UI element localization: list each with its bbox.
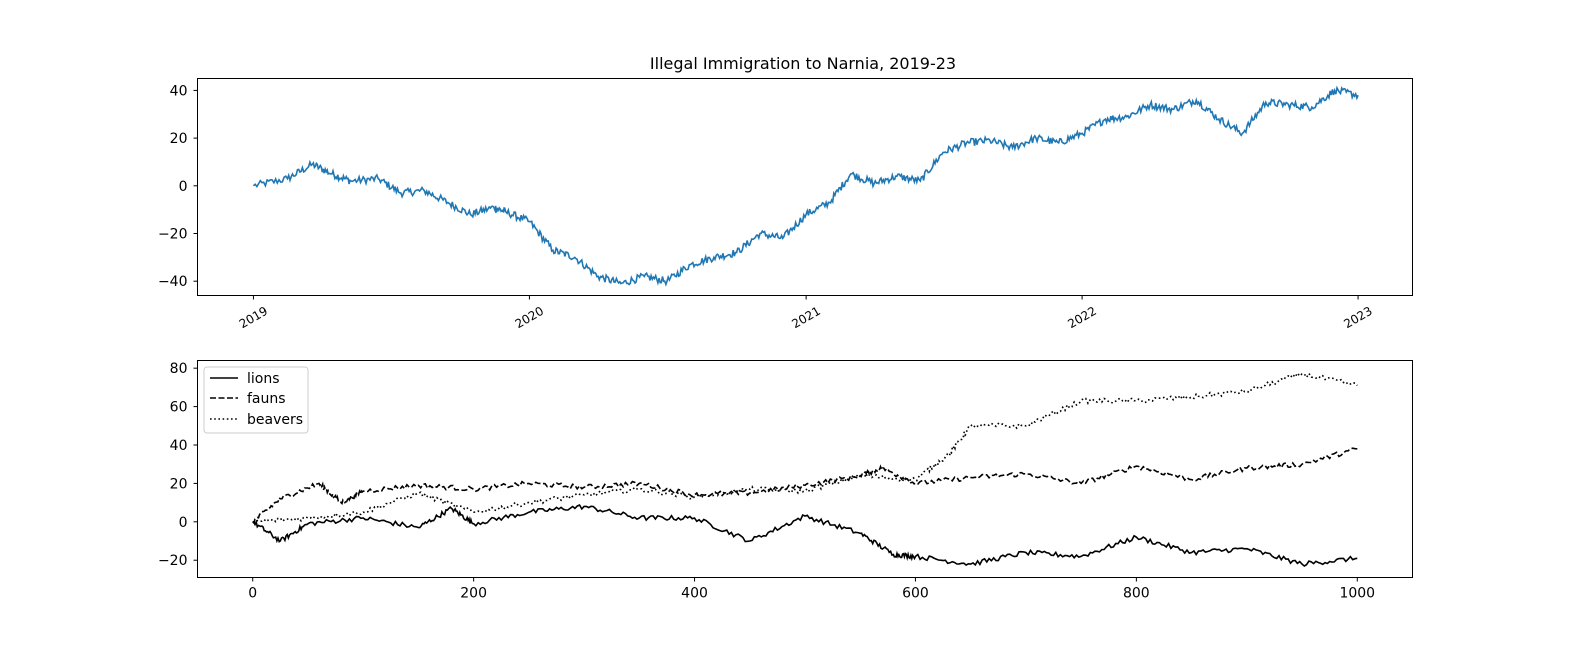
bottom-chart-legend: lions fauns beavers [203, 366, 309, 434]
top-x-tick-label: 2022 [1065, 304, 1098, 331]
bottom-y-tick-label: 80 [170, 361, 188, 377]
series-line-lions [252, 503, 1358, 567]
bottom-x-tick-label: 1000 [1339, 586, 1375, 602]
top-x-tick-label: 2023 [1341, 304, 1374, 331]
legend-label-beavers: beavers [247, 412, 303, 428]
top-y-tick-label: −40 [158, 274, 188, 290]
legend-box [203, 366, 309, 434]
top-x-tick-label: 2019 [237, 304, 270, 331]
series-line-beavers [252, 371, 1358, 523]
bottom-y-tick-label: 60 [170, 400, 188, 416]
top-series-line [252, 85, 1359, 287]
bottom-x-tick-label: 0 [248, 586, 257, 602]
top-chart-series [252, 85, 1359, 287]
top-x-tick-label: 2020 [513, 304, 546, 331]
top-chart-title: Illegal Immigration to Narnia, 2019-23 [650, 54, 956, 73]
bottom-x-tick-label: 200 [460, 586, 487, 602]
top-x-tick-label: 2021 [789, 304, 822, 331]
bottom-chart-series [252, 371, 1358, 567]
bottom-chart-y-ticks: 80 60 40 20 0 −20 [158, 361, 198, 569]
top-chart-x-ticks: 2019 2020 2021 2022 2023 [237, 295, 1375, 331]
top-y-tick-label: −20 [158, 227, 188, 243]
legend-label-fauns: fauns [247, 391, 286, 407]
top-chart: Illegal Immigration to Narnia, 2019-23 2… [158, 54, 1413, 331]
bottom-y-tick-label: 20 [170, 476, 188, 492]
bottom-y-tick-label: −20 [158, 553, 188, 569]
bottom-x-tick-label: 400 [681, 586, 708, 602]
top-chart-y-ticks: 40 20 0 −20 −40 [158, 83, 198, 290]
bottom-y-tick-label: 0 [179, 515, 188, 531]
top-y-tick-label: 40 [170, 83, 188, 99]
series-line-fauns [252, 447, 1358, 525]
legend-label-lions: lions [247, 371, 280, 387]
bottom-y-tick-label: 40 [170, 438, 188, 454]
bottom-chart-x-ticks: 0 200 400 600 800 1000 [248, 577, 1375, 602]
bottom-x-tick-label: 600 [902, 586, 929, 602]
bottom-x-tick-label: 800 [1123, 586, 1150, 602]
top-y-tick-label: 0 [179, 179, 188, 195]
top-y-tick-label: 20 [170, 131, 188, 147]
bottom-chart-frame [197, 360, 1413, 578]
top-chart-frame [197, 78, 1413, 296]
